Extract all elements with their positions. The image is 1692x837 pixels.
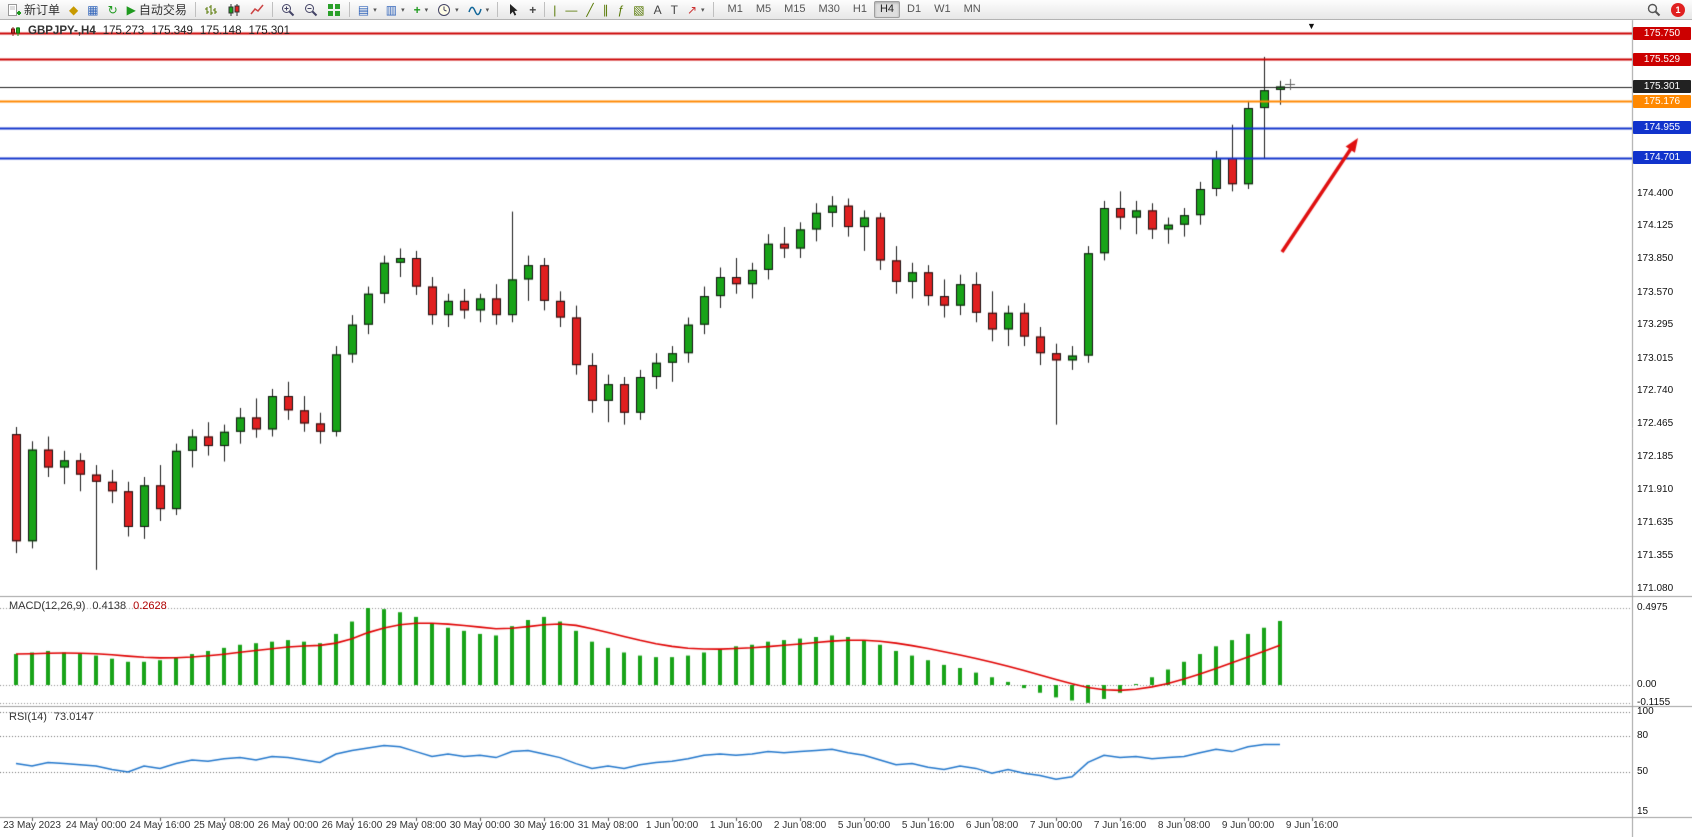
timeframe-group: M1 M5 M15 M30 H1 H4 D1 W1 MN xyxy=(722,1,987,18)
chart-window-alt-button[interactable]: ▥ ▾ xyxy=(382,1,409,19)
refresh-button[interactable]: ↻ xyxy=(104,1,122,19)
autotrading-label: 自动交易 xyxy=(138,3,187,17)
trendline-button[interactable]: ╱ xyxy=(582,1,597,19)
add-chart-icon: + xyxy=(413,2,421,17)
crosshair-icon: + xyxy=(529,2,537,17)
channel-icon: ∥ xyxy=(602,2,609,17)
chart-shift-marker[interactable]: ▼ xyxy=(1307,21,1316,31)
new-order-icon xyxy=(8,3,21,16)
line-chart-icon xyxy=(250,4,264,14)
chevron-down-icon: ▾ xyxy=(401,6,405,14)
chevron-down-icon: ▾ xyxy=(373,6,377,14)
cursor-icon xyxy=(510,3,518,16)
chevron-down-icon: ▾ xyxy=(455,6,459,14)
new-order-label: 新订单 xyxy=(24,3,61,17)
bar-chart-button[interactable] xyxy=(200,1,222,19)
clock-icon xyxy=(438,3,451,16)
search-icon xyxy=(1647,3,1661,16)
timeframe-button-D1[interactable]: D1 xyxy=(907,3,922,15)
chart-window-button[interactable]: ▤ ▾ xyxy=(354,1,381,19)
fibonacci-icon: ƒ xyxy=(617,2,625,17)
tick-chart-icon: ◆ xyxy=(69,2,79,17)
autotrading-icon: ▶ xyxy=(126,2,136,17)
toolbar: 新订单 ◆ ▦ ↻ ▶ 自动交易 xyxy=(0,0,1692,20)
shapes-button[interactable]: ▧ xyxy=(629,1,648,19)
timeframe-button-W1[interactable]: W1 xyxy=(934,3,951,15)
indicator-wave-icon xyxy=(467,6,482,15)
text-label-button[interactable]: T xyxy=(667,1,682,19)
candlestick-chart-button[interactable] xyxy=(223,1,245,19)
shapes-icon: ▧ xyxy=(633,2,645,17)
channel-button[interactable]: ∥ xyxy=(599,1,613,19)
bar-chart-icon xyxy=(204,4,217,15)
chevron-down-icon: ▾ xyxy=(701,6,705,14)
search-button[interactable] xyxy=(1643,1,1665,19)
toolbar-separator xyxy=(271,2,273,17)
toolbar-separator xyxy=(497,2,499,17)
notifications-badge[interactable]: 1 xyxy=(1671,2,1685,17)
tile-windows-button[interactable] xyxy=(323,1,345,19)
timeframe-button-H1[interactable]: H1 xyxy=(852,3,867,15)
indicators-button[interactable]: ▾ xyxy=(464,1,494,19)
arrow-object-icon: ↗ xyxy=(686,2,698,17)
autotrading-button[interactable]: ▶ 自动交易 xyxy=(123,1,191,19)
new-order-button[interactable]: 新订单 xyxy=(3,1,64,19)
horizontal-line-icon: — xyxy=(565,2,578,17)
tile-windows-icon xyxy=(327,3,340,16)
chevron-down-icon: ▾ xyxy=(485,6,490,14)
text-button[interactable]: A xyxy=(650,1,666,19)
zoom-out-button[interactable] xyxy=(300,1,322,19)
toolbar-separator xyxy=(544,2,546,17)
market-watch-icon: ▦ xyxy=(87,2,99,17)
timeframe-button-M5[interactable]: M5 xyxy=(755,3,772,15)
text-label-icon: T xyxy=(670,2,678,17)
toolbar-separator xyxy=(712,2,714,17)
zoom-out-icon xyxy=(304,3,318,16)
period-button[interactable]: ▾ xyxy=(433,1,463,19)
trendline-icon: ╱ xyxy=(586,2,594,17)
timeframe-button-H4[interactable]: H4 xyxy=(873,1,901,18)
chevron-down-icon: ▾ xyxy=(424,6,429,14)
timeframe-button-MN[interactable]: MN xyxy=(963,3,981,15)
line-chart-button[interactable] xyxy=(246,1,268,19)
toolbar-separator xyxy=(348,2,350,17)
chart-window-icon: ▤ xyxy=(357,2,370,17)
arrow-objects-button[interactable]: ↗ ▾ xyxy=(683,1,709,19)
market-watch-button[interactable]: ▦ xyxy=(83,1,102,19)
toolbar-right-group: 1 xyxy=(1643,1,1689,19)
zoom-in-button[interactable] xyxy=(277,1,299,19)
cursor-button[interactable] xyxy=(502,1,524,19)
chart-window-alt-icon: ▥ xyxy=(385,2,398,17)
timeframe-button-M15[interactable]: M15 xyxy=(784,3,806,15)
tick-chart-button[interactable]: ◆ xyxy=(65,1,82,19)
timeframe-button-M30[interactable]: M30 xyxy=(818,3,840,15)
fibonacci-button[interactable]: ƒ xyxy=(614,1,629,19)
timeframe-button-M1[interactable]: M1 xyxy=(727,3,743,15)
horizontal-line-button[interactable]: — xyxy=(561,1,581,19)
vertical-line-button[interactable]: | xyxy=(549,1,560,19)
candlestick-chart-icon xyxy=(228,3,240,16)
crosshair-button[interactable]: + xyxy=(525,1,540,19)
new-chart-button[interactable]: + ▾ xyxy=(410,1,433,19)
zoom-in-icon xyxy=(281,3,295,16)
toolbar-separator xyxy=(194,2,196,17)
vertical-line-icon: | xyxy=(553,2,557,17)
refresh-icon: ↻ xyxy=(107,2,118,17)
text-icon: A xyxy=(653,2,662,17)
